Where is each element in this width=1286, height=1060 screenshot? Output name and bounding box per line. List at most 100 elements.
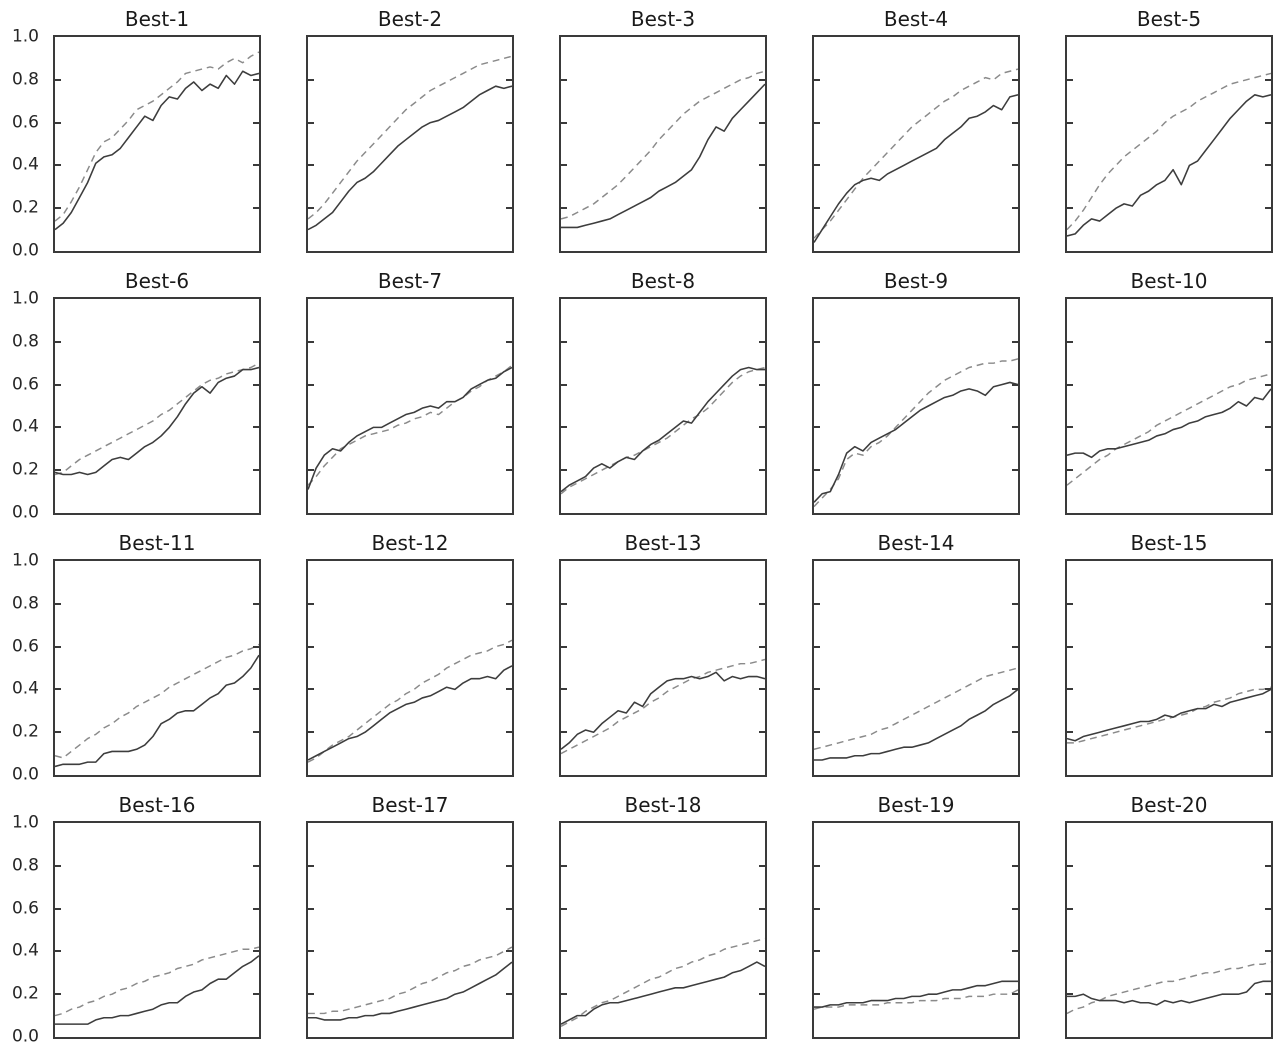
y-tick-mark [1067, 645, 1073, 648]
y-tick-label: 1.0 [11, 812, 39, 833]
subplot-title: Best-16 [118, 793, 196, 817]
y-tick-label: 0.0 [11, 240, 39, 261]
y-tick-mark [1265, 907, 1271, 910]
subplot: Best-5 [1065, 6, 1273, 253]
solid-series-line [308, 366, 512, 490]
y-tick-mark [814, 950, 820, 953]
plot-area: 1.0 0.8 0.6 0.4 0.2 0.0 [12, 552, 261, 783]
y-tick-mark [759, 993, 765, 996]
y-tick-mark [1067, 469, 1073, 472]
y-tick-mark [561, 469, 567, 472]
subplot: Best-7 [306, 268, 514, 515]
y-tick-mark [1265, 864, 1271, 867]
y-tick-mark [506, 426, 512, 429]
plot-canvas [561, 70, 765, 229]
y-tick-mark [561, 731, 567, 734]
y-tick-mark [1265, 383, 1271, 386]
y-tick-mark [1067, 993, 1073, 996]
y-tick-label: 0.6 [11, 898, 39, 919]
y-tick-mark [1012, 688, 1018, 691]
y-tick-mark [253, 864, 259, 867]
y-tick-mark [1067, 383, 1073, 386]
plot-canvas [561, 658, 765, 755]
subplot-title: Best-10 [1130, 269, 1208, 293]
dashed-series-line [561, 70, 765, 220]
plot-area [306, 35, 514, 253]
dashed-series-line [1067, 373, 1271, 486]
y-tick-label: 0.2 [11, 459, 39, 480]
y-tick-mark [55, 907, 61, 910]
y-tick-mark [759, 688, 765, 691]
y-tick-mark [308, 340, 314, 343]
y-tick-mark [814, 469, 820, 472]
y-tick-mark [561, 164, 567, 167]
y-tick-mark [1012, 645, 1018, 648]
y-tick-mark [561, 950, 567, 953]
y-tick-mark [561, 207, 567, 210]
subplot: Best-2 [306, 6, 514, 253]
y-tick-mark [561, 602, 567, 605]
y-tick-mark [814, 383, 820, 386]
subplot: Best-8 [559, 268, 767, 515]
dashed-series-line [55, 946, 259, 1017]
subplot-title: Best-15 [1130, 531, 1208, 555]
subplot-title: Best-2 [377, 7, 443, 31]
y-tick-mark [253, 78, 259, 81]
subplot: Best-11 1.0 0.8 0.6 0.4 0.2 0.0 [12, 530, 261, 783]
y-tick-mark [55, 993, 61, 996]
dashed-series-line [814, 667, 1018, 750]
y-tick-mark [1265, 121, 1271, 124]
y-tick-mark [308, 426, 314, 429]
y-tick-label: 1.0 [11, 288, 39, 309]
dashed-series-line [308, 55, 512, 220]
plot-area [1065, 35, 1273, 253]
plot-area: 1.0 0.8 0.6 0.4 0.2 0.0 [12, 290, 261, 521]
y-tick-label: 0.0 [11, 502, 39, 523]
y-tick-label: 0.0 [11, 764, 39, 785]
subplot: Best-20 [1065, 792, 1273, 1039]
subplot: Best-10 [1065, 268, 1273, 515]
y-tick-mark [1265, 426, 1271, 429]
y-tick-mark [308, 731, 314, 734]
y-tick-mark [814, 907, 820, 910]
plot-area [306, 559, 514, 777]
y-tick-mark [308, 950, 314, 953]
y-tick-mark [55, 340, 61, 343]
plot-canvas [814, 980, 1018, 1010]
y-tick-mark [55, 950, 61, 953]
y-tick-mark [506, 340, 512, 343]
plot-canvas [308, 946, 512, 1021]
solid-series-line [814, 688, 1018, 761]
plot-area [559, 297, 767, 515]
y-tick-mark [759, 907, 765, 910]
y-tick-mark [253, 164, 259, 167]
y-tick-mark [253, 207, 259, 210]
subplot: Best-1 1.0 0.8 0.6 0.4 0.2 0.0 [12, 6, 261, 259]
y-tick-mark [55, 688, 61, 691]
solid-series-line [308, 85, 512, 231]
y-tick-mark [308, 688, 314, 691]
y-tick-mark [506, 121, 512, 124]
solid-series-line [1067, 980, 1271, 1006]
y-tick-mark [561, 688, 567, 691]
y-tick-mark [506, 731, 512, 734]
y-tick-mark [308, 469, 314, 472]
y-tick-mark [1012, 78, 1018, 81]
plot-area [306, 821, 514, 1039]
y-tick-mark [759, 645, 765, 648]
subplot-title: Best-17 [371, 793, 449, 817]
y-tick-mark [506, 207, 512, 210]
y-tick-mark [814, 78, 820, 81]
dashed-series-line [814, 68, 1018, 239]
y-tick-mark [506, 907, 512, 910]
y-tick-mark [253, 602, 259, 605]
y-tick-mark [308, 78, 314, 81]
y-tick-mark [1265, 993, 1271, 996]
y-tick-mark [308, 164, 314, 167]
y-tick-mark [308, 121, 314, 124]
y-tick-mark [1067, 207, 1073, 210]
y-tick-mark [1265, 164, 1271, 167]
y-tick-label: 0.2 [11, 983, 39, 1004]
plot-area [812, 821, 1020, 1039]
subplot-title: Best-19 [877, 793, 955, 817]
